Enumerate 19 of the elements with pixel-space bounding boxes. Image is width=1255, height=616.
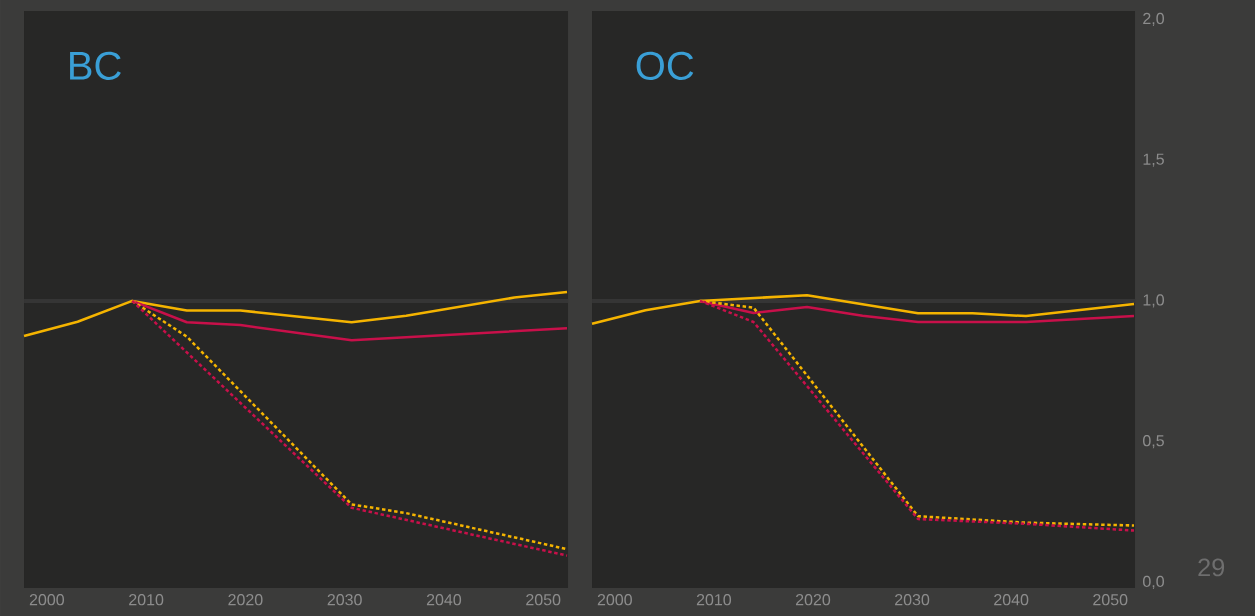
text: BC <box>70 51 121 80</box>
x-tick-label: 2050 <box>526 594 561 606</box>
y-tick-label: 1,0 <box>1143 294 1165 308</box>
x-tick-label: 2030 <box>327 594 362 606</box>
x-tick-label: 2020 <box>795 594 831 606</box>
y-tick-label: 0,0 <box>1143 575 1165 589</box>
y-tick-label: 0,5 <box>1143 435 1164 449</box>
x-tick-label: 2000 <box>597 594 632 606</box>
x-tick-label: 2040 <box>994 594 1029 606</box>
x-tick-label: 2000 <box>29 594 65 606</box>
x-tick-label: 2050 <box>1093 594 1128 606</box>
y-tick-label: 1,5 <box>1143 153 1164 167</box>
x-tick-label: 2010 <box>129 594 164 606</box>
x-tick-label: 2020 <box>228 594 263 606</box>
x-tick-label: 2010 <box>696 594 732 606</box>
y-tick-label: 2,0 <box>1143 12 1165 27</box>
x-tick-label: 2030 <box>895 594 930 606</box>
text: OC <box>636 51 694 80</box>
x-tick-label: 2040 <box>426 594 462 606</box>
